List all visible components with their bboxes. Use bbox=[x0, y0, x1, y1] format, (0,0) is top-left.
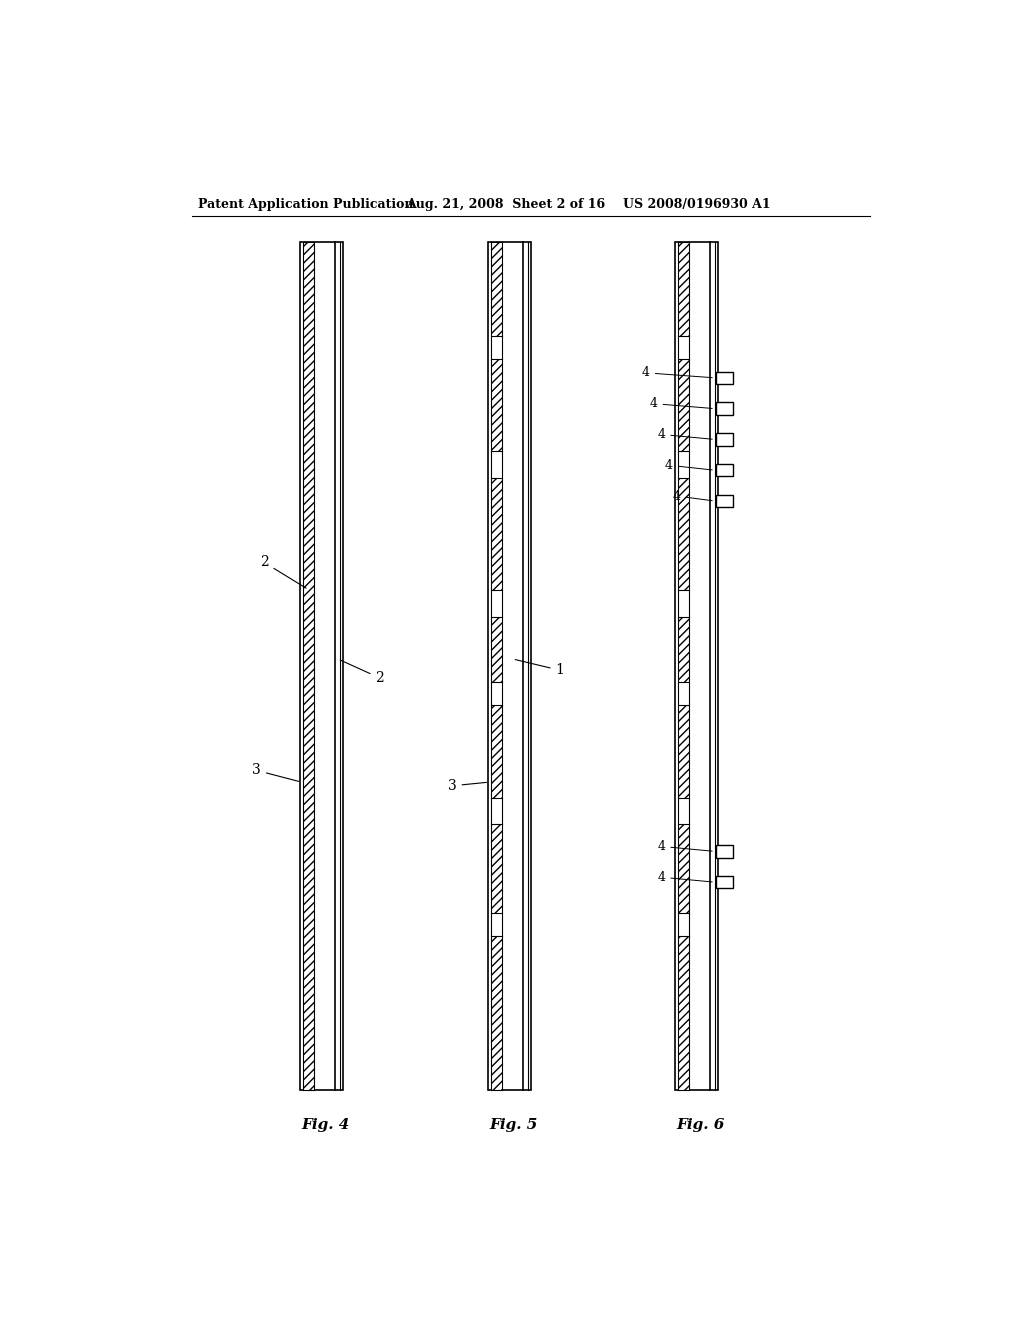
Bar bbox=[490, 936, 502, 1090]
Text: 4: 4 bbox=[657, 840, 713, 853]
Text: 4: 4 bbox=[649, 397, 713, 411]
Bar bbox=[487, 242, 531, 1090]
Text: Patent Application Publication: Patent Application Publication bbox=[199, 198, 414, 211]
Bar bbox=[716, 372, 733, 384]
Bar bbox=[678, 705, 689, 797]
Text: Fig. 6: Fig. 6 bbox=[676, 1118, 725, 1131]
Bar bbox=[490, 359, 502, 451]
Bar bbox=[303, 242, 313, 1090]
Bar bbox=[716, 465, 733, 477]
Text: 3: 3 bbox=[252, 763, 299, 781]
Text: 4: 4 bbox=[642, 367, 713, 379]
Bar bbox=[716, 876, 733, 888]
Bar bbox=[716, 495, 733, 507]
Bar bbox=[716, 845, 733, 858]
Bar bbox=[490, 616, 502, 682]
Text: 4: 4 bbox=[673, 490, 713, 503]
Bar bbox=[678, 242, 689, 335]
Bar bbox=[490, 242, 502, 335]
Text: 4: 4 bbox=[657, 871, 713, 883]
Bar bbox=[303, 242, 313, 1090]
Bar bbox=[490, 478, 502, 590]
Text: 2: 2 bbox=[340, 660, 384, 685]
Text: 4: 4 bbox=[665, 459, 713, 471]
Bar bbox=[490, 825, 502, 913]
Bar bbox=[678, 242, 689, 1090]
Bar bbox=[490, 242, 502, 1090]
Text: 3: 3 bbox=[447, 779, 486, 793]
Bar bbox=[716, 433, 733, 446]
Bar bbox=[716, 403, 733, 414]
Text: 2: 2 bbox=[260, 556, 306, 589]
Text: 4: 4 bbox=[657, 428, 713, 441]
Bar bbox=[678, 936, 689, 1090]
Bar bbox=[490, 705, 502, 797]
Bar bbox=[678, 616, 689, 682]
Text: US 2008/0196930 A1: US 2008/0196930 A1 bbox=[624, 198, 771, 211]
Bar bbox=[678, 825, 689, 913]
Bar bbox=[678, 478, 689, 590]
Text: Aug. 21, 2008  Sheet 2 of 16: Aug. 21, 2008 Sheet 2 of 16 bbox=[407, 198, 605, 211]
Bar bbox=[675, 242, 718, 1090]
Bar bbox=[300, 242, 343, 1090]
Text: Fig. 5: Fig. 5 bbox=[489, 1118, 538, 1131]
Text: 1: 1 bbox=[515, 660, 564, 677]
Bar bbox=[678, 359, 689, 451]
Text: Fig. 4: Fig. 4 bbox=[301, 1118, 349, 1131]
